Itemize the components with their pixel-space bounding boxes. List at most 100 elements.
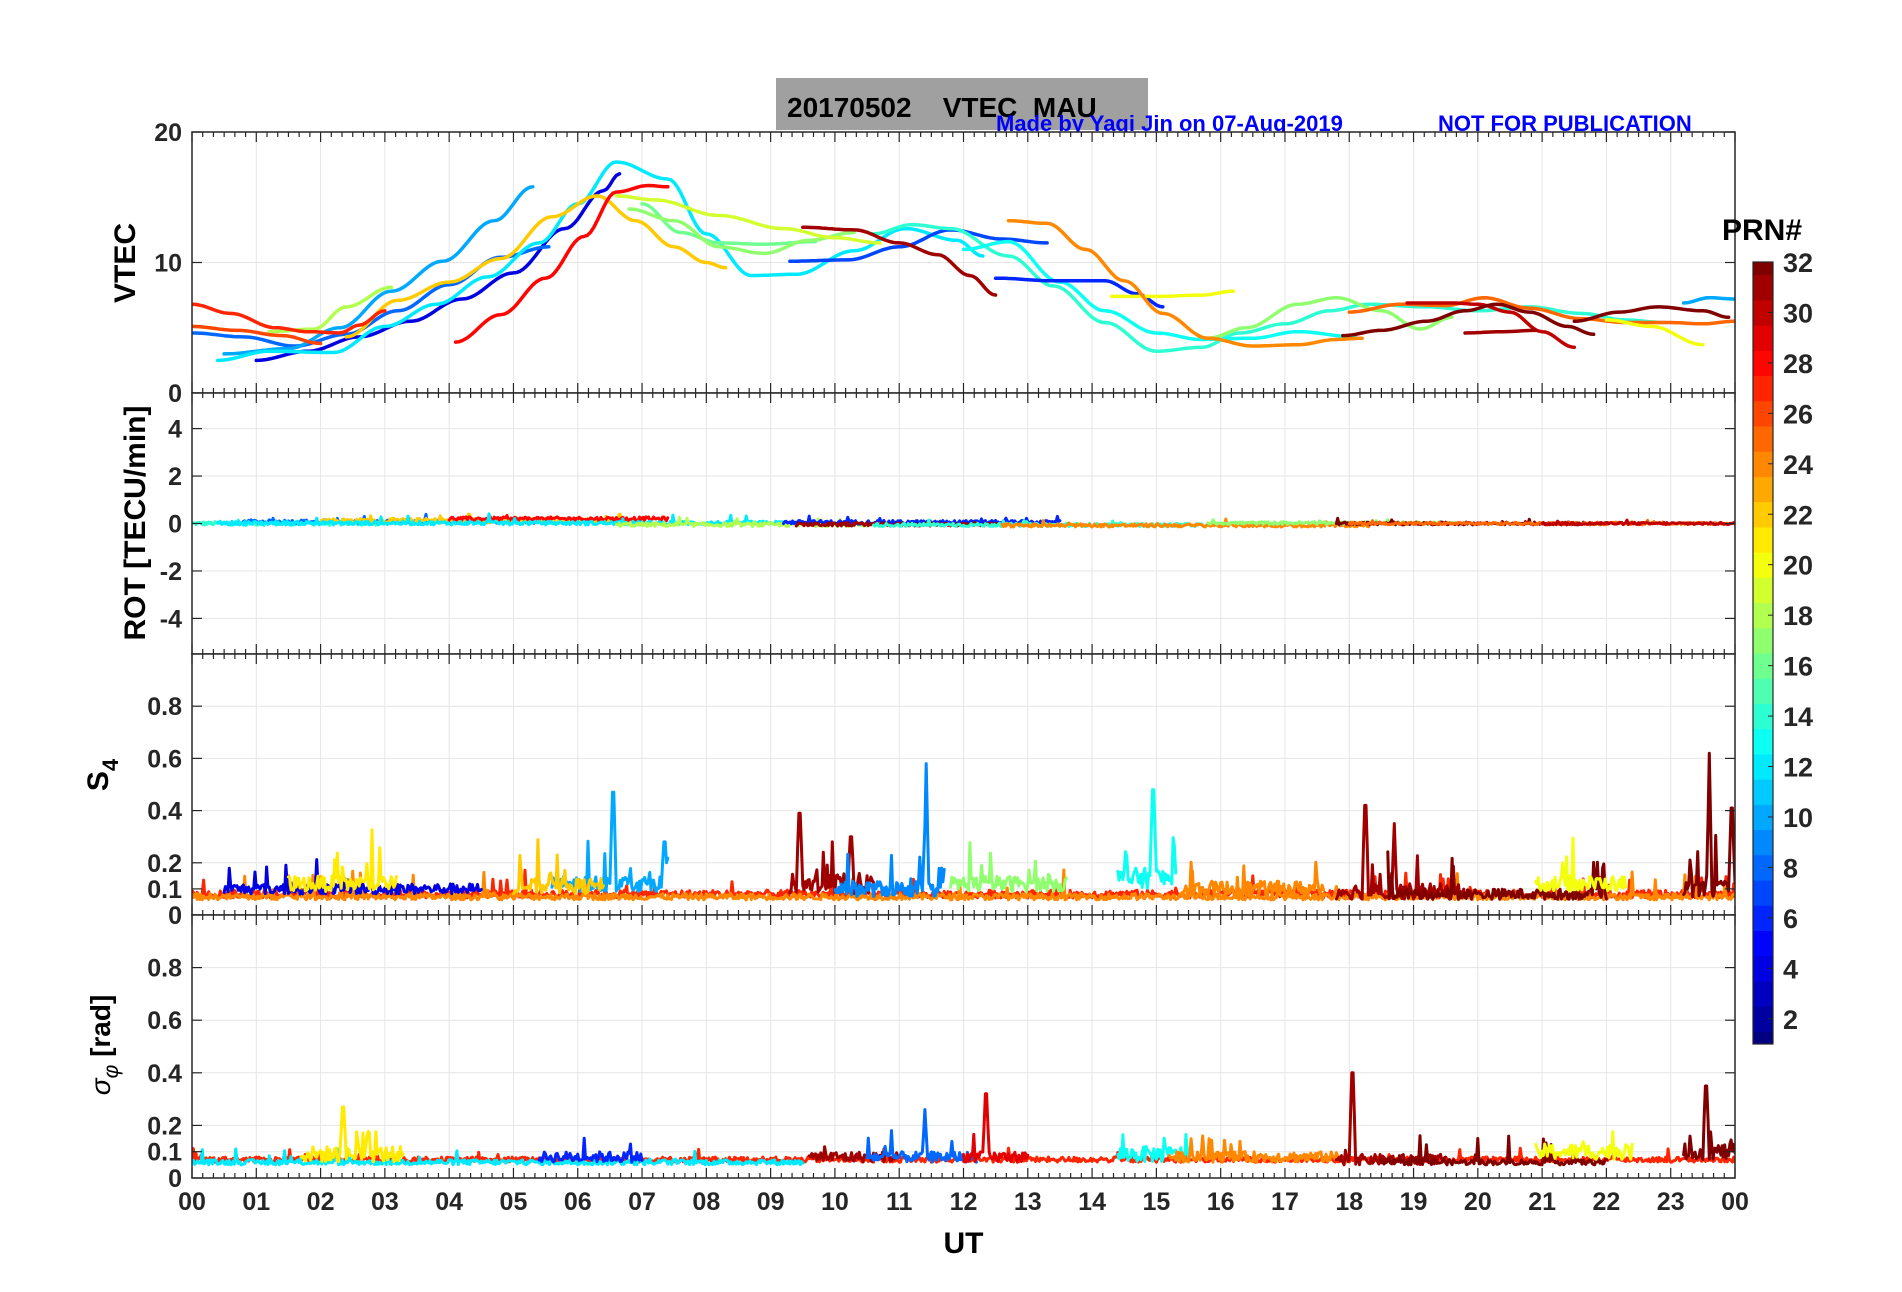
series-prn-20 bbox=[1109, 289, 1236, 299]
colorbar-tick-label: 22 bbox=[1783, 500, 1813, 530]
title-box bbox=[776, 78, 1148, 130]
colorbar-cell bbox=[1753, 753, 1773, 780]
y-tick-label: 0.1 bbox=[147, 1139, 182, 1167]
series-prn-31 bbox=[788, 811, 875, 895]
panel-sigma_phi: 00.10.2 0.4 0.6 0.8 σφ [rad] 00 01 02 03 04 05 06 07… bbox=[85, 914, 1749, 1260]
colorbar-cell bbox=[1753, 678, 1773, 704]
y-tick-label: 0.4 bbox=[147, 1060, 182, 1088]
x-tick-label: 16 bbox=[1207, 1188, 1235, 1216]
colorbar-cell bbox=[1753, 1031, 1773, 1045]
series-prn-6 bbox=[993, 276, 1165, 309]
x-tick-label: 12 bbox=[950, 1188, 978, 1216]
x-tick-label: 17 bbox=[1271, 1188, 1299, 1216]
y-tick-label: 0 bbox=[168, 902, 182, 930]
series-prn-22 bbox=[512, 838, 605, 896]
colorbar-cell bbox=[1753, 880, 1773, 906]
series-prn-32 bbox=[1379, 1134, 1608, 1167]
colorbar-cell bbox=[1753, 501, 1773, 528]
y-tick-label: 0.2 bbox=[147, 1112, 182, 1140]
series-prn-24 bbox=[1167, 1134, 1351, 1164]
series-prn-7 bbox=[788, 228, 1049, 263]
colorbar-cell bbox=[1753, 1006, 1773, 1032]
colorbar-cell bbox=[1753, 451, 1773, 477]
series-prn-32 bbox=[1341, 302, 1596, 338]
colorbar-cell bbox=[1753, 299, 1773, 326]
colorbar-tick-label: 12 bbox=[1783, 753, 1813, 783]
series-prn-21 bbox=[286, 828, 398, 893]
colorbar-tick-label: 6 bbox=[1783, 904, 1798, 934]
colorbar-tick-label: 16 bbox=[1783, 652, 1813, 682]
y-tick-label: 0.4 bbox=[147, 798, 182, 826]
series-prn-20 bbox=[1534, 1130, 1634, 1161]
series-prn-24 bbox=[1006, 218, 1364, 348]
y-axis-label: S4 bbox=[82, 758, 123, 791]
colorbar-cell bbox=[1753, 577, 1773, 604]
x-tick-label: 08 bbox=[692, 1188, 720, 1216]
series-prn-32 bbox=[1682, 1084, 1735, 1161]
y-tick-label: -2 bbox=[160, 558, 182, 586]
x-tick-label: 00 bbox=[1721, 1188, 1749, 1216]
series-prn-24 bbox=[1180, 860, 1325, 899]
colorbar-cell bbox=[1753, 274, 1773, 301]
series-prn-10 bbox=[222, 185, 535, 356]
x-tick-label: 23 bbox=[1657, 1188, 1685, 1216]
colorbar-cell bbox=[1753, 703, 1773, 730]
x-tick-label: 15 bbox=[1142, 1188, 1170, 1216]
y-tick-label: 0.6 bbox=[147, 745, 182, 773]
y-tick-label: 0.2 bbox=[147, 850, 182, 878]
y-tick-label: 2 bbox=[168, 463, 182, 491]
x-tick-label: 03 bbox=[371, 1188, 399, 1216]
y-tick-label: -4 bbox=[160, 605, 182, 633]
colorbar-cell bbox=[1753, 627, 1773, 654]
colorbar-cell bbox=[1753, 905, 1773, 931]
panel-s4: 00.10.2 0.4 0.6 0.8 S4 bbox=[82, 653, 1736, 930]
y-tick-label: 0 bbox=[168, 511, 182, 539]
series-prn-16 bbox=[640, 202, 818, 246]
colorbar-tick-label: 24 bbox=[1783, 450, 1813, 480]
y-tick-label: 0 bbox=[168, 1165, 182, 1193]
series-prn-24 bbox=[192, 868, 1735, 902]
colorbar-tick-label: 28 bbox=[1783, 349, 1813, 379]
series-prn-4 bbox=[254, 172, 622, 363]
series-prn-32 bbox=[1682, 751, 1735, 899]
colorbar-cell bbox=[1753, 526, 1773, 553]
colorbar-cell bbox=[1753, 779, 1773, 805]
series-prn-22 bbox=[344, 194, 728, 339]
series-prn-30 bbox=[1405, 301, 1577, 350]
colorbar-tick-label: 4 bbox=[1783, 954, 1798, 984]
colorbar-tick-label: 30 bbox=[1783, 298, 1813, 328]
x-tick-label: 05 bbox=[500, 1188, 528, 1216]
series-prn-30 bbox=[1540, 518, 1735, 527]
x-tick-label: 09 bbox=[757, 1188, 785, 1216]
title-text: 20170502 VTEC MAU bbox=[787, 92, 1097, 123]
series-prn-32 bbox=[1572, 305, 1731, 323]
series-prn-17 bbox=[1206, 295, 1454, 340]
colorbar-label: PRN# bbox=[1722, 214, 1802, 247]
panel-rot: -4 -2 0 2 4 ROT [TECU/min] bbox=[119, 392, 1736, 655]
x-tick-label: 00 bbox=[178, 1188, 206, 1216]
x-axis-label: UT bbox=[944, 1227, 984, 1260]
y-tick-label: 0.1 bbox=[147, 876, 182, 904]
x-tick-label: 13 bbox=[1014, 1188, 1042, 1216]
x-tick-label: 04 bbox=[435, 1188, 463, 1216]
colorbar-tick-label: 14 bbox=[1783, 702, 1813, 732]
x-tick-label: 07 bbox=[628, 1188, 656, 1216]
series-prn-32 bbox=[1386, 850, 1608, 901]
x-tick-label: 20 bbox=[1464, 1188, 1492, 1216]
colorbar-cell bbox=[1753, 602, 1773, 629]
x-tick-label: 11 bbox=[886, 1188, 913, 1216]
series-prn-27 bbox=[192, 302, 387, 335]
colorbar-tick-label: 2 bbox=[1783, 1005, 1798, 1035]
y-tick-label: 20 bbox=[154, 119, 182, 147]
panel-series bbox=[192, 1071, 1735, 1167]
colorbar-cell bbox=[1753, 262, 1773, 276]
series-prn-9 bbox=[833, 762, 946, 898]
series-prn-13 bbox=[961, 239, 1358, 342]
colorbar-cell bbox=[1753, 653, 1773, 679]
colorbar-cell bbox=[1753, 400, 1773, 427]
y-tick-label: 0.6 bbox=[147, 1007, 182, 1035]
series-prn-29 bbox=[962, 1092, 1030, 1164]
